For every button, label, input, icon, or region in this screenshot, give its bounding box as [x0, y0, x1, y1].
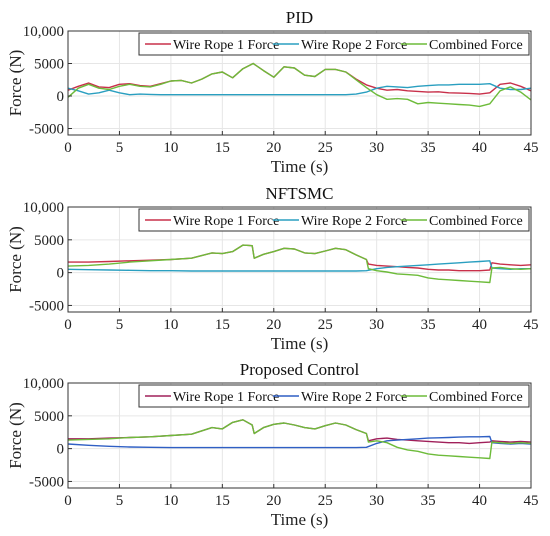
series-line-2 — [67, 82, 532, 96]
series-line-2 — [67, 260, 531, 272]
series-group — [67, 419, 532, 460]
x-tick-label: 30 — [369, 140, 384, 156]
x-tick-label: 5 — [116, 140, 124, 156]
chart-panel-3: 0 5 10 15 20 25 30 35 40 45-50000500010,000Propos… — [6, 360, 539, 529]
y-tick-label: 10,000 — [23, 200, 64, 216]
x-tick-label: 5 — [116, 317, 124, 333]
series-line-1 — [68, 244, 532, 272]
x-tick-label: 15 — [215, 140, 230, 156]
legend-label-1: Wire Rope 1 Force — [173, 214, 279, 229]
legend-label-1: Wire Rope 1 Force — [173, 38, 279, 53]
y-tick-label: 0 — [57, 89, 65, 105]
series-line-1 — [68, 419, 532, 445]
legend-label-2: Wire Rope 2 Force — [301, 38, 407, 53]
x-tick-label: 10 — [163, 317, 178, 333]
y-tick-label: 5000 — [34, 409, 64, 425]
chart-title: Proposed Control — [240, 360, 360, 379]
legend-label-3: Combined Force — [429, 390, 523, 405]
legend-box — [138, 384, 530, 408]
x-tick-label: 45 — [524, 140, 539, 156]
legend: Wire Rope 1 Force Wire Rope 2 Force Combin… — [138, 32, 530, 56]
y-tick-label: -5000 — [29, 122, 64, 138]
x-tick-label: 35 — [421, 140, 436, 156]
axes-frame — [67, 30, 532, 136]
legend-label-3: Combined Force — [429, 214, 523, 229]
x-tick-label: 15 — [215, 317, 230, 333]
legend-box — [138, 208, 530, 232]
legend-label-2: Wire Rope 2 Force — [301, 390, 407, 405]
x-tick-label: 5 — [116, 493, 124, 509]
x-tick-label: 10 — [163, 140, 178, 156]
x-tick-label: 35 — [421, 493, 436, 509]
axes-frame — [67, 382, 532, 489]
x-tick-label: 20 — [266, 140, 281, 156]
x-tick-label: 25 — [318, 493, 333, 509]
y-axis-label: Force (N) — [6, 50, 25, 117]
y-tick-label: -5000 — [29, 474, 64, 490]
x-tick-label: 40 — [472, 317, 487, 333]
legend-box — [138, 32, 530, 56]
x-tick-label: 35 — [421, 317, 436, 333]
series-group — [67, 62, 532, 108]
x-tick-label: 0 — [64, 493, 72, 509]
series-line-2 — [67, 435, 532, 449]
y-tick-label: 5000 — [34, 57, 64, 73]
axes-frame — [67, 206, 532, 313]
legend: Wire Rope 1 Force Wire Rope 2 Force Combin… — [138, 384, 530, 408]
x-tick-label: 0 — [64, 140, 72, 156]
x-tick-label: 25 — [318, 317, 333, 333]
y-tick-label: 10,000 — [23, 376, 64, 392]
x-tick-label: 40 — [472, 493, 487, 509]
y-tick-label: 0 — [57, 266, 65, 282]
x-tick-label: 20 — [266, 317, 281, 333]
x-axis-label: Time (s) — [271, 510, 328, 529]
chart-title: PID — [286, 8, 313, 27]
y-axis-label: Force (N) — [6, 226, 25, 293]
legend: Wire Rope 1 Force Wire Rope 2 Force Combin… — [138, 208, 530, 232]
x-tick-label: 40 — [472, 140, 487, 156]
legend-label-2: Wire Rope 2 Force — [301, 214, 407, 229]
series-line-3 — [67, 62, 532, 108]
x-tick-label: 15 — [215, 493, 230, 509]
y-tick-label: 10,000 — [23, 24, 64, 40]
x-tick-label: 45 — [524, 493, 539, 509]
legend-label-3: Combined Force — [429, 38, 523, 53]
x-tick-label: 10 — [163, 493, 178, 509]
legend-label-1: Wire Rope 1 Force — [173, 390, 279, 405]
chart-panel-1: 0 5 10 15 20 25 30 35 40 45-50000500010,000PIDTim… — [6, 8, 539, 176]
x-tick-label: 45 — [524, 317, 539, 333]
series-line-3 — [67, 244, 532, 284]
y-axis-label: Force (N) — [6, 402, 25, 469]
y-tick-label: 5000 — [34, 233, 64, 249]
y-tick-label: 0 — [57, 442, 65, 458]
series-line-1 — [67, 62, 532, 95]
x-tick-label: 25 — [318, 140, 333, 156]
series-group — [67, 244, 532, 284]
chart-title: NFTSMC — [265, 184, 333, 203]
chart-panel-2: 0 5 10 15 20 25 30 35 40 45-50000500010,000NFTSMC… — [6, 184, 539, 353]
x-tick-label: 20 — [266, 493, 281, 509]
x-axis-label: Time (s) — [271, 157, 328, 176]
series-line-3 — [67, 419, 532, 460]
x-tick-label: 30 — [369, 493, 384, 509]
x-axis-label: Time (s) — [271, 334, 328, 353]
x-tick-label: 30 — [369, 317, 384, 333]
y-tick-label: -5000 — [29, 298, 64, 314]
x-tick-label: 0 — [64, 317, 72, 333]
